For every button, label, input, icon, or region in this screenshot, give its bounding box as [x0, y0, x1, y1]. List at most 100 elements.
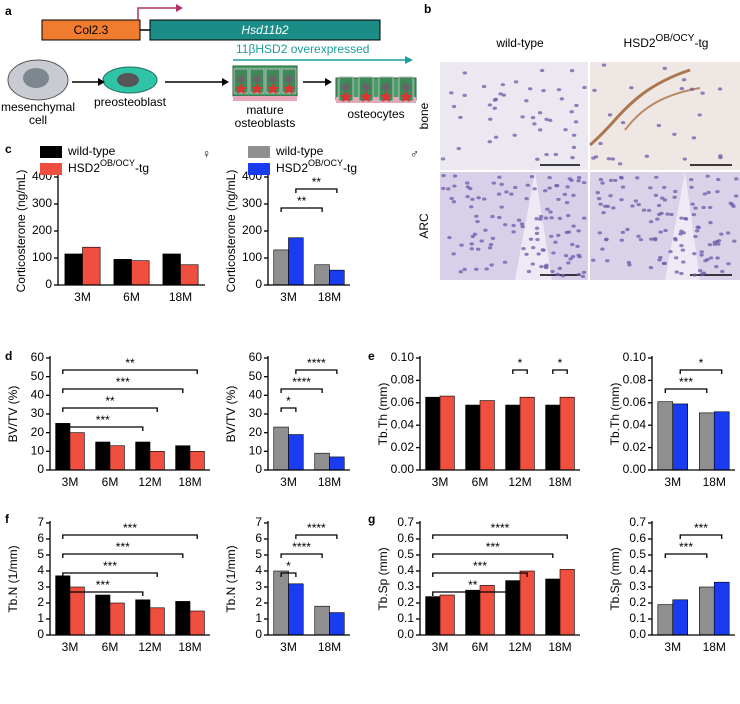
- cell-nucleus: [493, 135, 499, 139]
- legend-label-part: wild-type: [275, 144, 324, 158]
- significance-label: **: [125, 356, 135, 370]
- cell-nucleus: [472, 232, 478, 236]
- cell-nucleus: [563, 128, 568, 132]
- y-tick-label: 20: [249, 425, 263, 439]
- x-tick-label: 18M: [178, 640, 201, 654]
- cell-nucleus: [653, 193, 659, 197]
- y-tick-label: 40: [31, 388, 45, 402]
- star: [360, 91, 372, 102]
- cell-nucleus: [649, 237, 654, 241]
- x-tick-label: 3M: [280, 475, 297, 489]
- bar: [113, 259, 132, 286]
- cell-nucleus: [681, 231, 686, 235]
- y-tick-label: 0.1: [397, 611, 414, 625]
- micrograph-image: [440, 62, 588, 170]
- axis-line: [267, 521, 350, 636]
- cell-nucleus: [547, 186, 552, 190]
- cell-nucleus: [598, 141, 603, 146]
- significance-bracket: [62, 426, 144, 431]
- cell-nucleus: [641, 208, 647, 212]
- significance-bracket: [664, 553, 708, 558]
- y-tick-label: 3: [255, 579, 262, 593]
- x-tick-label: 12M: [138, 475, 161, 489]
- stain: [624, 87, 701, 131]
- x-tick-label: 3M: [62, 475, 79, 489]
- cell-nucleus: [465, 195, 470, 199]
- y-tick-label: 0.06: [623, 395, 647, 409]
- cell-nucleus: [569, 110, 574, 114]
- axis-line: [419, 356, 580, 471]
- significance-label: ***: [473, 559, 487, 573]
- y-tick-label: 300: [32, 196, 52, 210]
- bar: [505, 404, 521, 471]
- cell-nucleus: [488, 117, 493, 121]
- cell-nucleus: [447, 235, 452, 240]
- cell-nucleus: [700, 91, 705, 95]
- cell-nucleus: [490, 214, 495, 219]
- column-header-part: -tg: [694, 36, 708, 50]
- cell-nucleus: [731, 204, 736, 208]
- cell-nucleus: [496, 192, 502, 196]
- star: [283, 83, 295, 94]
- cell-nucleus: [703, 259, 708, 263]
- bar: [465, 589, 481, 636]
- cell-nucleus: [681, 260, 686, 264]
- bar: [439, 594, 455, 636]
- cell-nucleus: [605, 259, 610, 263]
- cell-nucleus: [699, 253, 704, 257]
- significance-bracket: [432, 591, 514, 596]
- x-tick-label: 18M: [318, 475, 341, 489]
- stain: [589, 68, 691, 147]
- column-header-part: OB/OCY: [656, 33, 695, 44]
- cell-nucleus: [574, 103, 579, 108]
- cell-nucleus: [499, 182, 504, 186]
- significance-label: **: [468, 578, 478, 592]
- y-tick-label: 0.08: [623, 373, 647, 387]
- y-tick-label: 0.2: [397, 595, 414, 609]
- cell-nucleus: [544, 152, 549, 157]
- y-tick-label: 0: [255, 462, 262, 476]
- significance-bracket: [280, 388, 323, 393]
- cell-nucleus: [669, 212, 674, 217]
- cell-nucleus: [581, 216, 587, 220]
- cell-nucleus: [673, 236, 678, 241]
- column-header-part: HSD2: [624, 36, 656, 50]
- cell-nucleus: [575, 244, 580, 248]
- y-tick-label: 100: [242, 250, 262, 264]
- column-header: wild-type: [495, 36, 544, 50]
- x-tick-label: 3M: [62, 640, 79, 654]
- cell-nucleus: [462, 93, 467, 97]
- promoter-label: Col2.3: [74, 23, 109, 37]
- significance-label: **: [297, 194, 307, 208]
- cell-nucleus: [489, 263, 494, 267]
- row-label: ARC: [417, 213, 431, 239]
- y-tick-label: 0.00: [391, 462, 415, 476]
- y-tick-label: 0.3: [629, 579, 646, 593]
- cell-nucleus: [462, 267, 467, 272]
- x-tick-label: 12M: [138, 640, 161, 654]
- significance-bracket: [552, 369, 568, 374]
- cell-nucleus: [547, 176, 552, 180]
- cell-nucleus: [603, 204, 608, 208]
- y-tick-label: 0.4: [629, 563, 646, 577]
- axis-line: [267, 356, 350, 471]
- cell-nucleus: [560, 274, 566, 278]
- cell-nucleus: [681, 78, 687, 82]
- y-tick-label: 2: [37, 595, 44, 609]
- cell-nucleus: [498, 92, 503, 96]
- bar: [273, 426, 289, 471]
- x-tick-label: 18M: [703, 475, 726, 489]
- cell-nucleus: [690, 202, 695, 206]
- cell-nucleus: [619, 238, 625, 242]
- sex-symbol: ♀: [202, 147, 211, 161]
- significance-bracket: [280, 572, 297, 577]
- cell-nucleus: [511, 223, 516, 228]
- cell-nucleus: [652, 236, 658, 241]
- legend-swatch: [248, 146, 270, 158]
- panel-label: d: [5, 349, 12, 363]
- y-tick-label: 10: [249, 444, 263, 458]
- cell-nucleus: [601, 63, 607, 67]
- bar: [559, 569, 575, 636]
- cell-nucleus: [679, 243, 684, 248]
- cell-nucleus: [555, 272, 560, 276]
